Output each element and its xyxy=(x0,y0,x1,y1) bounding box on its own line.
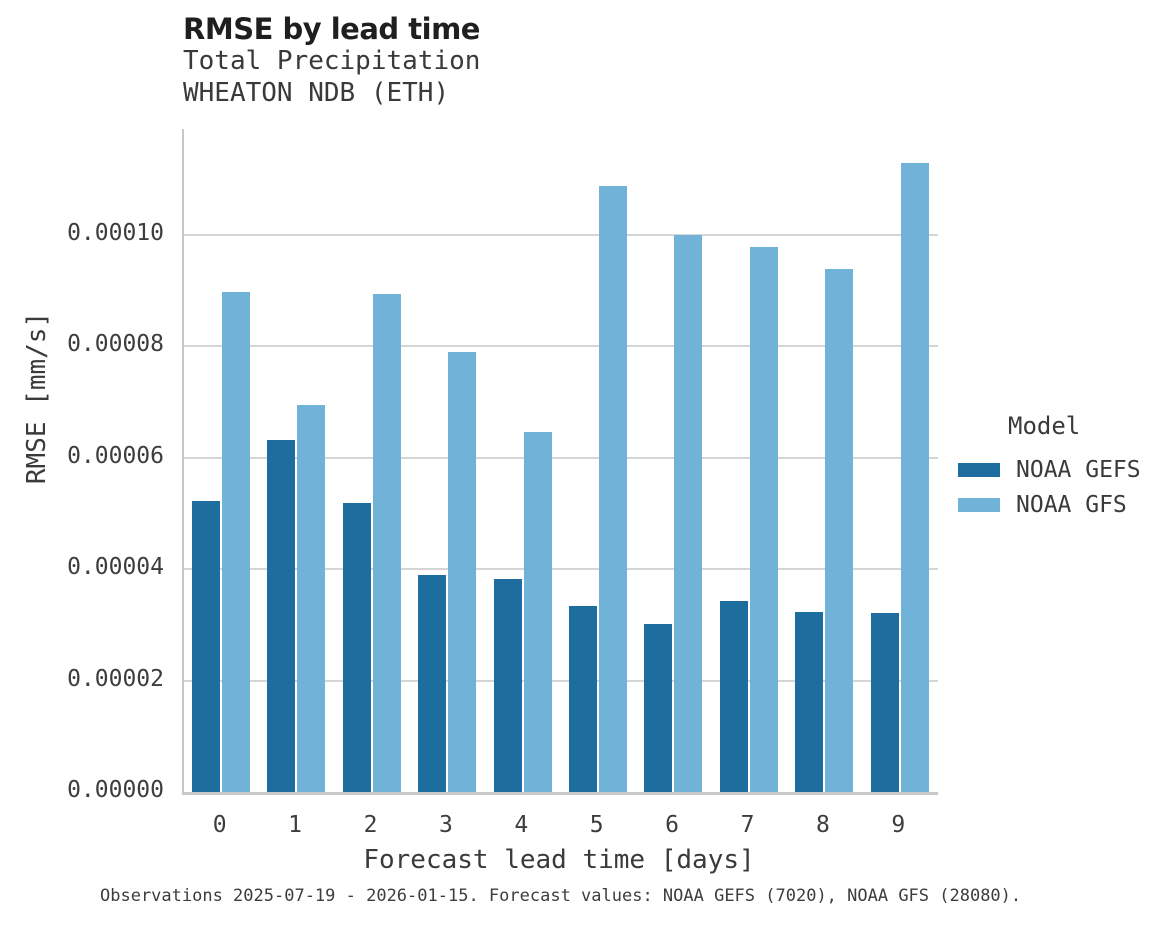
y-tick-label-0.00010: 0.00010 xyxy=(67,219,164,246)
bar-noaa-gefs-lead-4 xyxy=(493,578,522,792)
x-tick-label-5: 5 xyxy=(589,812,604,838)
y-tick-label-0.00008: 0.00008 xyxy=(67,331,164,358)
legend-swatch-noaa-gfs xyxy=(958,497,1000,512)
gridline-0.00004 xyxy=(184,568,938,571)
bar-noaa-gfs-lead-4 xyxy=(523,432,552,792)
gridline-0.00010 xyxy=(184,233,938,236)
x-axis-label: Forecast lead time [days] xyxy=(363,845,755,875)
bar-noaa-gefs-lead-9 xyxy=(870,613,899,792)
legend-label-noaa-gefs: NOAA GEFS xyxy=(1016,456,1141,483)
gridline-0.00002 xyxy=(184,679,938,682)
bar-noaa-gefs-lead-2 xyxy=(342,502,371,792)
bar-noaa-gfs-lead-2 xyxy=(372,294,401,792)
legend-label-noaa-gfs: NOAA GFS xyxy=(1016,491,1127,518)
bar-noaa-gefs-lead-8 xyxy=(795,612,824,792)
x-tick-label-4: 4 xyxy=(514,812,529,838)
y-tick-label-0.00002: 0.00002 xyxy=(67,665,164,692)
y-tick-label-0.00004: 0.00004 xyxy=(67,554,164,581)
bar-noaa-gfs-lead-3 xyxy=(448,352,477,792)
bar-noaa-gfs-lead-1 xyxy=(297,405,326,792)
gridline-0.00006 xyxy=(184,456,938,459)
legend-swatch-noaa-gefs xyxy=(958,462,1000,477)
x-axis-tick-labels: 0 1 2 3 4 5 6 7 8 9 xyxy=(182,812,936,842)
legend-item-noaa-gfs: NOAA GFS xyxy=(958,487,1173,522)
bar-noaa-gefs-lead-3 xyxy=(418,575,447,792)
chart-subtitle-station: WHEATON NDB (ETH) xyxy=(183,78,450,108)
x-tick-label-0: 0 xyxy=(212,812,227,838)
bar-noaa-gefs-lead-7 xyxy=(719,600,748,792)
x-tick-label-8: 8 xyxy=(815,812,830,838)
x-tick-label-6: 6 xyxy=(665,812,680,838)
y-tick-label-0.00000: 0.00000 xyxy=(67,777,164,803)
y-axis-label: RMSE [mm/s] xyxy=(22,311,52,485)
bar-noaa-gfs-lead-0 xyxy=(222,292,250,792)
legend: Model NOAA GEFS NOAA GFS xyxy=(958,412,1173,522)
x-tick-label-7: 7 xyxy=(740,812,755,838)
legend-item-noaa-gefs: NOAA GEFS xyxy=(958,452,1173,487)
chart-title: RMSE by lead time xyxy=(183,12,480,46)
bar-noaa-gfs-lead-9 xyxy=(900,163,929,792)
y-axis-tick-labels: 0.00000 0.00002 0.00004 0.00006 0.00008 0.000… xyxy=(0,129,168,803)
x-tick-label-1: 1 xyxy=(288,812,303,838)
bar-noaa-gfs-lead-8 xyxy=(825,268,854,792)
bar-noaa-gefs-lead-1 xyxy=(267,440,296,792)
bar-noaa-gefs-lead-6 xyxy=(644,624,673,792)
bar-noaa-gfs-lead-6 xyxy=(674,234,703,792)
figure-caption: Observations 2025-07-19 - 2026-01-15. Fo… xyxy=(100,886,1022,906)
x-tick-label-2: 2 xyxy=(363,812,378,838)
bar-noaa-gefs-lead-5 xyxy=(569,606,597,792)
legend-title: Model xyxy=(1008,412,1081,440)
x-tick-label-3: 3 xyxy=(438,812,453,838)
gridline-0.00008 xyxy=(184,345,938,348)
x-tick-label-9: 9 xyxy=(891,812,906,838)
bar-noaa-gfs-lead-7 xyxy=(749,246,778,792)
y-tick-label-0.00006: 0.00006 xyxy=(67,442,164,469)
bar-noaa-gfs-lead-5 xyxy=(599,186,627,792)
plot-area xyxy=(182,129,938,795)
bar-noaa-gefs-lead-0 xyxy=(192,501,220,792)
chart-subtitle-variable: Total Precipitation xyxy=(183,46,481,76)
